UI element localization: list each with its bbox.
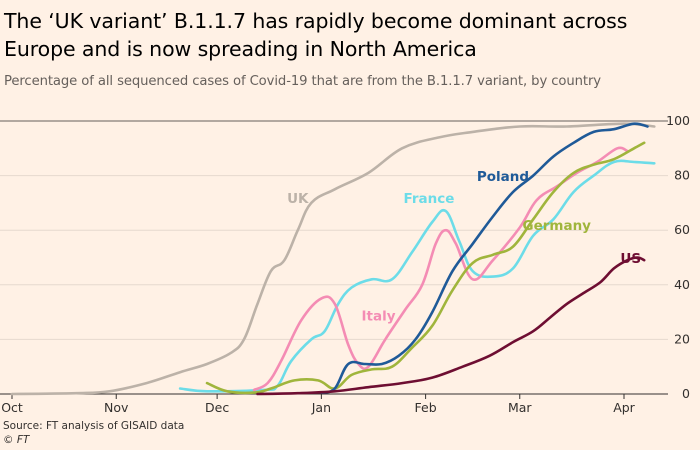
x-tick-label-feb: Feb: [415, 400, 437, 415]
series-line-germany: [205, 141, 646, 395]
x-tick-label-mar: Mar: [508, 400, 532, 415]
series-line-italy: [252, 146, 629, 392]
y-tick-label-40: 40: [674, 277, 690, 292]
series-label-uk: UK: [287, 191, 309, 207]
series-line-uk: [10, 122, 656, 396]
y-axis-ticks: 0 20 40 60 80 100: [666, 113, 690, 401]
series-line-us: [256, 256, 646, 396]
y-tick-label-80: 80: [674, 168, 690, 183]
credit-note: © FT: [3, 434, 30, 446]
chart-title: The ‘UK variant’ B.1.1.7 has rapidly bec…: [4, 9, 628, 61]
series-line-france: [178, 159, 656, 393]
series-label-us: US: [620, 251, 641, 267]
series-label-germany: Germany: [523, 218, 592, 234]
x-tick-label-jan: Jan: [311, 400, 331, 415]
x-tick-label-dec: Dec: [205, 400, 229, 415]
line-chart: 0 20 40 60 80 100 Oct Nov Dec Jan Feb Mar Apr UK Fra…: [0, 113, 690, 415]
series-label-france: France: [404, 191, 455, 207]
series-line-poland: [320, 122, 649, 394]
y-tick-label-100: 100: [666, 113, 690, 128]
series-labels: UK France Italy Germany Poland US: [287, 169, 641, 324]
grid-lines: [0, 120, 668, 395]
chart-subtitle: Percentage of all sequenced cases of Cov…: [4, 74, 601, 89]
x-axis: Oct Nov Dec Jan Feb Mar Apr: [0, 393, 668, 415]
x-tick-label-oct: Oct: [1, 400, 23, 415]
series-label-italy: Italy: [362, 308, 396, 324]
series-lines: [10, 122, 656, 396]
y-tick-label-60: 60: [674, 222, 690, 237]
series-label-poland: Poland: [477, 169, 529, 185]
x-tick-label-apr: Apr: [613, 400, 635, 415]
source-note: Source: FT analysis of GISAID data: [3, 420, 185, 432]
y-tick-label-0: 0: [682, 386, 690, 401]
y-tick-label-20: 20: [674, 331, 690, 346]
x-tick-label-nov: Nov: [104, 400, 129, 415]
